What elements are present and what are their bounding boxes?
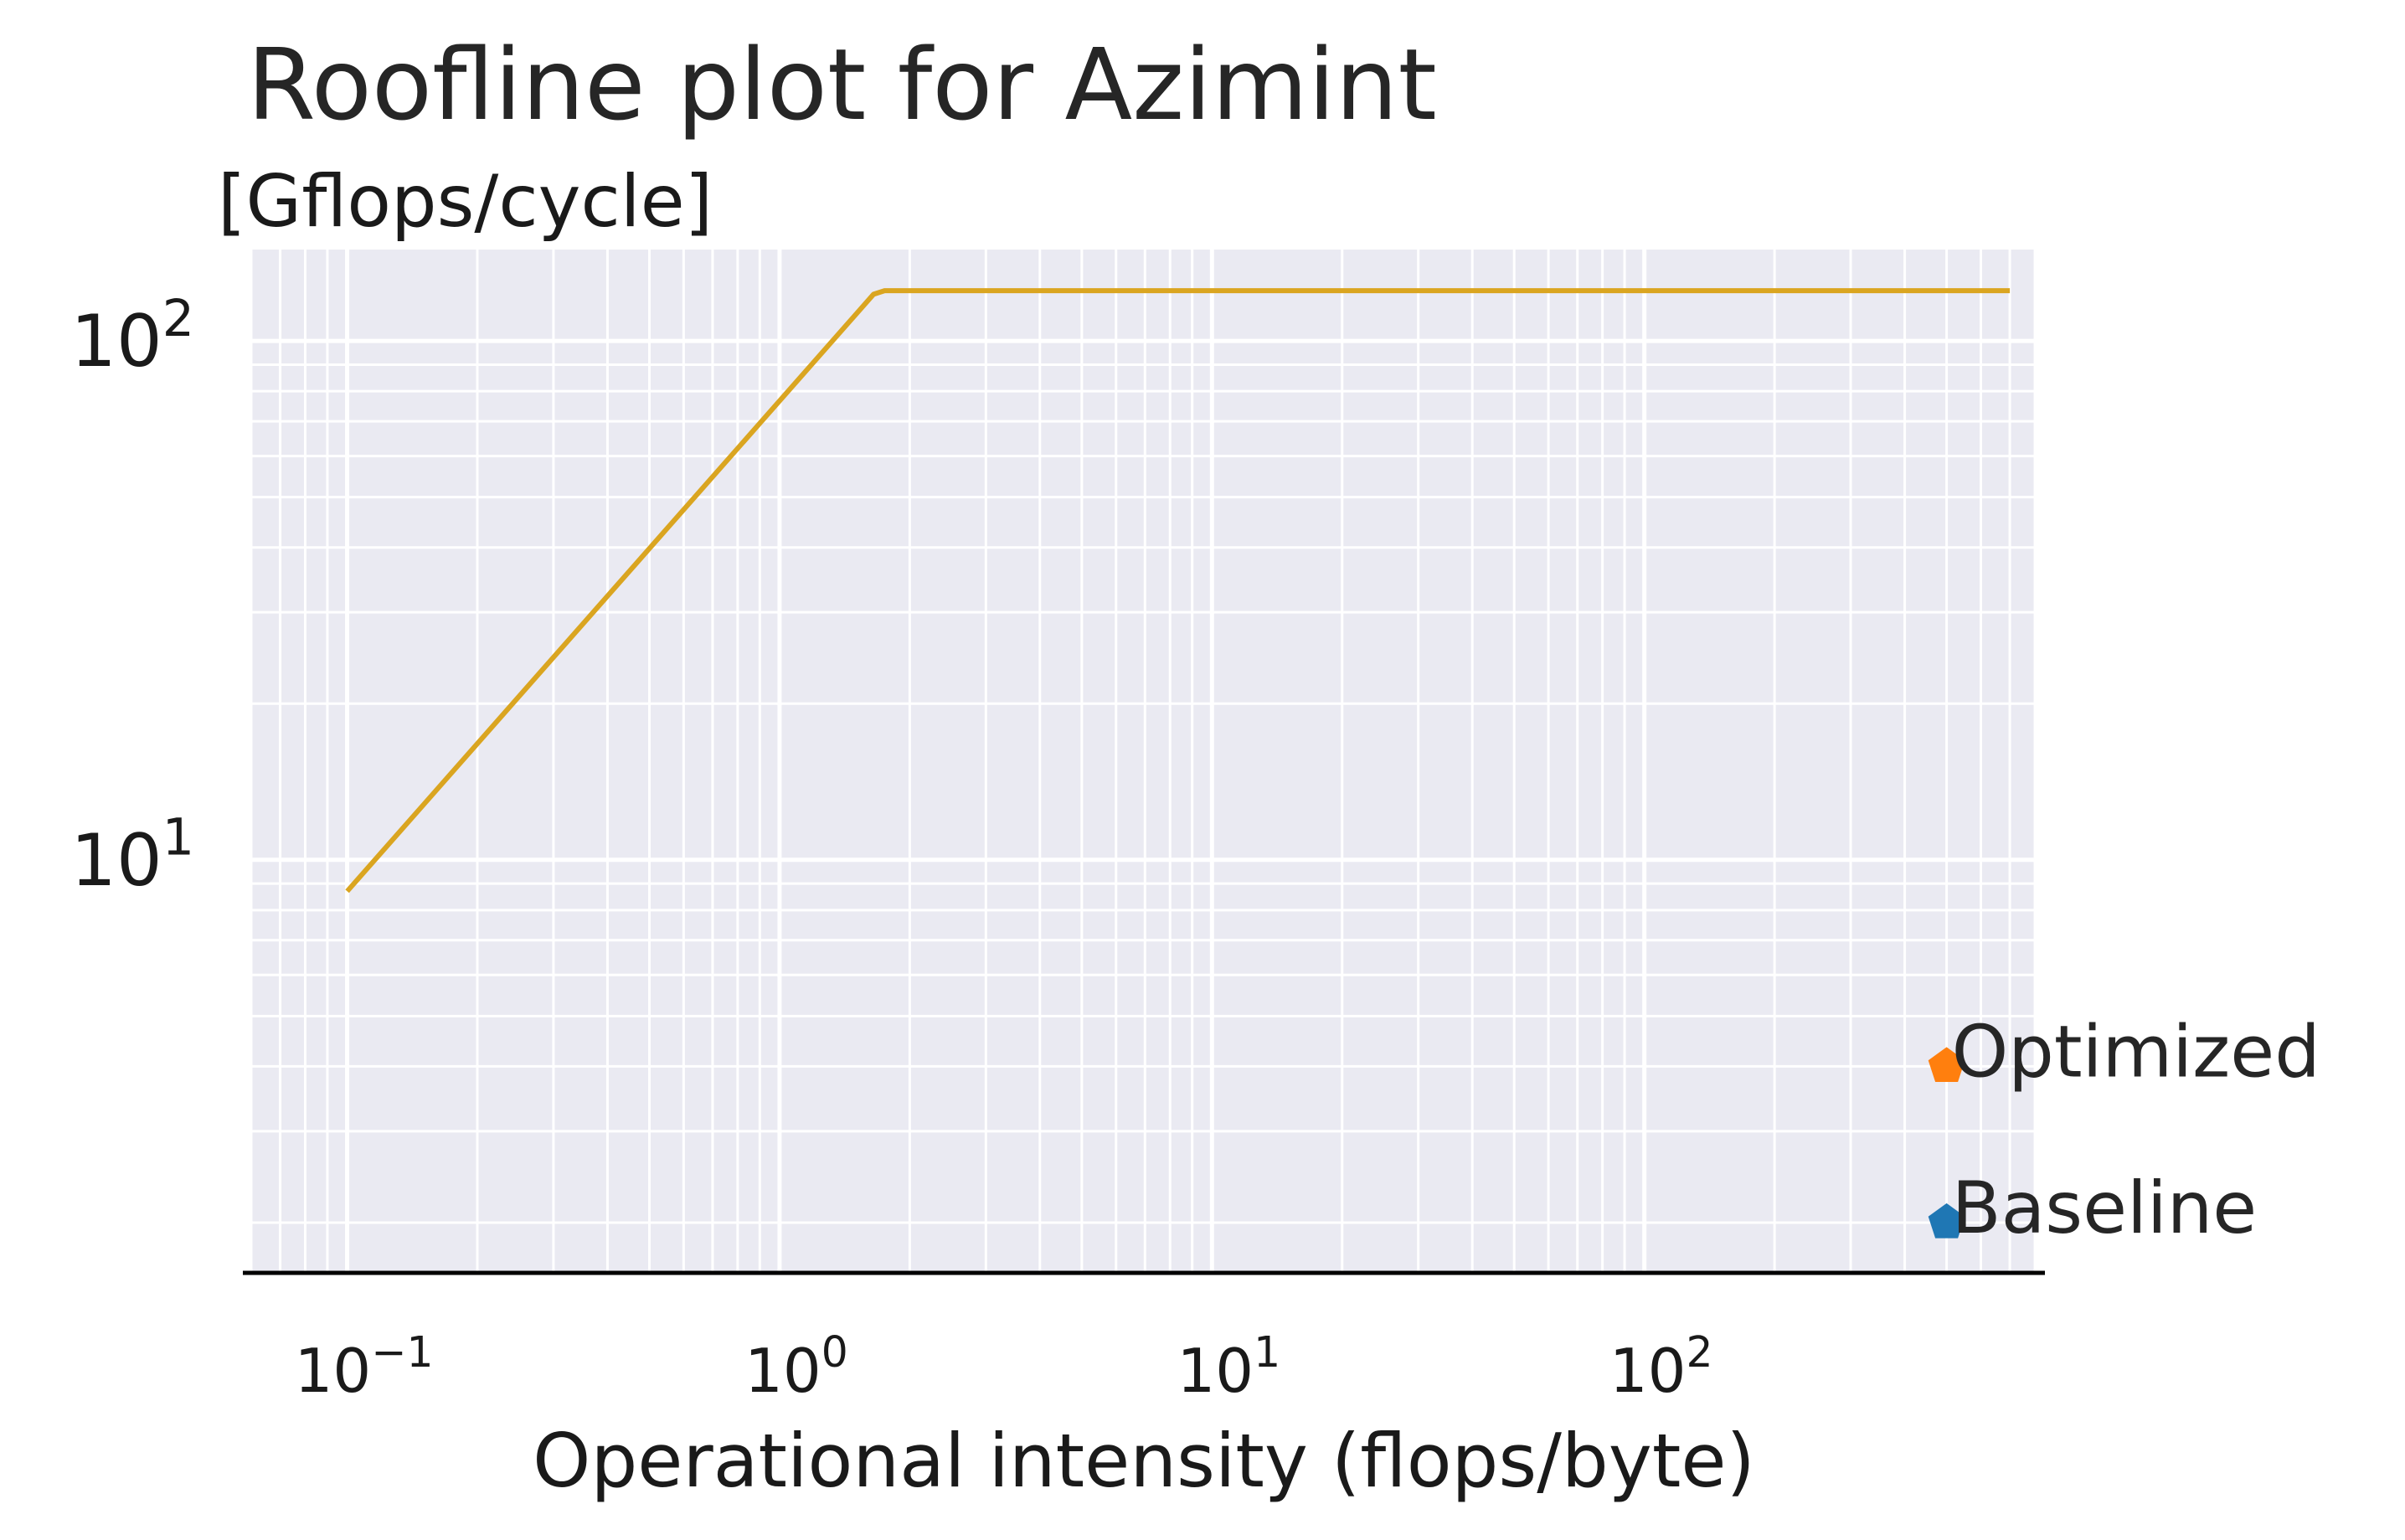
x-axis-label: Operational intensity (flops/byte) (533, 1418, 1755, 1504)
y-tick-label: 102 (70, 290, 194, 384)
x-tick-labels: 10−1 100 101 102 (295, 1327, 1713, 1406)
chart-title: Roofline plot for Azimint (247, 27, 1437, 142)
plot-background (251, 250, 2035, 1273)
x-tick-label: 101 (1177, 1327, 1280, 1406)
point-marker-optimized (1928, 1047, 1965, 1082)
y-tick-labels: 101 102 (70, 290, 194, 903)
roofline-series-line (345, 288, 2011, 894)
y-axis-label: [Gflops/cycle] (218, 160, 713, 244)
points-layer: Optimized Baseline (1928, 1010, 2320, 1250)
series-layer (345, 288, 2011, 894)
x-tick-label: 100 (744, 1327, 848, 1406)
point-label-optimized: Optimized (1952, 1010, 2320, 1094)
x-tick-label: 102 (1609, 1327, 1713, 1406)
point-marker-baseline (1928, 1203, 1965, 1239)
grid-lines (250, 250, 2037, 1273)
x-tick-label: 10−1 (295, 1327, 434, 1406)
y-tick-label: 101 (70, 809, 194, 903)
point-label-baseline: Baseline (1952, 1167, 2258, 1250)
